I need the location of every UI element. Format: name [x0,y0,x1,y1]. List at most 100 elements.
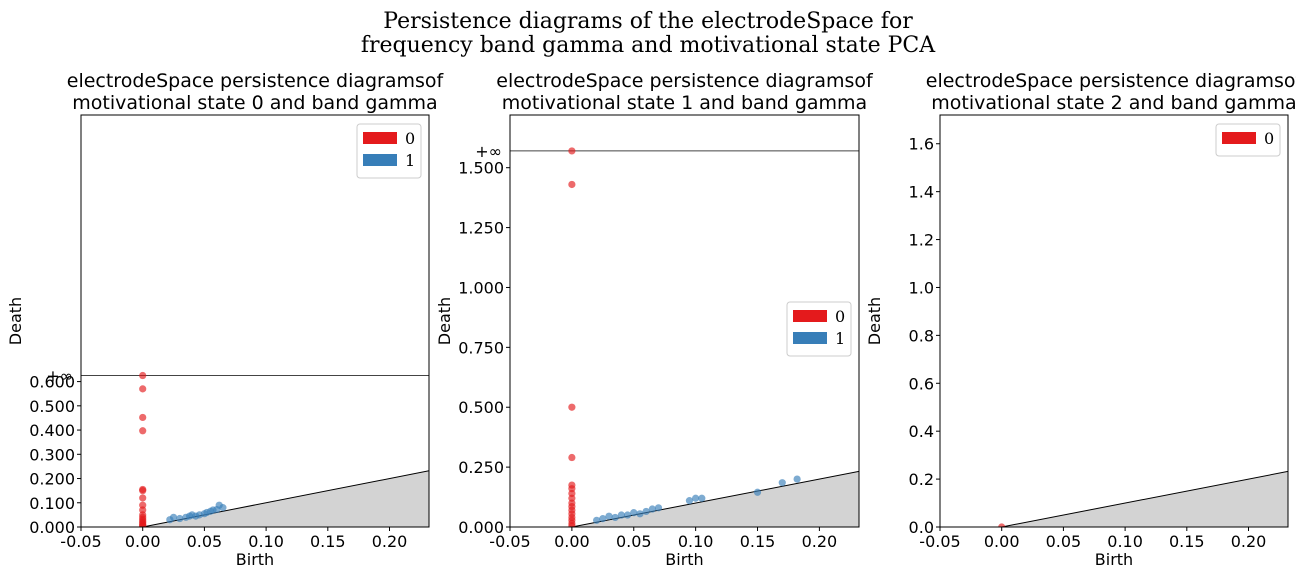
panel-1-series-0-point-1 [568,180,576,189]
panel-1-infinity-label: +∞ [475,142,502,161]
panel-1-series-1-point-4 [617,511,625,519]
panel-0-ytick-label-1: 0.100 [29,494,75,513]
panel-1-ylabel: Death [435,297,454,345]
panel-0-ytick-label-5: 0.500 [29,397,75,416]
panel-0-legend-swatch-0 [363,132,397,144]
panel-0-axes-frame [80,114,430,528]
panel-1-ytick-label-1: 0.250 [458,458,504,477]
panel-1-legend: 01 [786,301,852,357]
panel-2-ytick-label-5: 1.0 [909,278,934,297]
panel-2-ytick-label-1: 0.2 [909,470,934,489]
panel-0-ytick-label-0: 0.000 [29,518,75,537]
panel-1-series-1-point-11 [685,497,694,505]
panel-1-axes-frame [509,114,860,528]
panel-2-legend: 0 [1215,123,1281,157]
panel-2-ytick-label-7: 1.4 [909,183,934,202]
panel-1-xtick-label-1: 0.00 [554,532,590,551]
panel-1-series-1-point-8 [642,507,650,516]
panel-1-series-1-point-1 [599,515,607,523]
panel-1-legend-swatch-0 [793,310,827,322]
panel-1-xlabel: Birth [665,550,703,569]
panel-1-series-1-point-9 [648,505,656,513]
panel-0-ytick-label-2: 0.200 [29,470,75,489]
panel-1-series-1-point-5 [623,511,632,519]
panel-0-series-1-point-2 [176,514,184,523]
panel-2-diagonal [1001,470,1288,527]
panel-2: -0.05 0.00 0.05 0.10 0.15 0.20 0.0 0.2 0.4 0.6 0.8… [865,70,1296,569]
panel-0-infinity-label: +∞ [46,367,73,386]
panel-0-xtick-label-4: 0.15 [310,532,346,551]
panel-1-series-1-point-2 [605,512,613,520]
panel-0-legend: 01 [356,123,422,179]
panel-0-series-0-point-16 [139,522,147,527]
panel-2-xtick-label-4: 0.15 [1169,532,1205,551]
panel-0-xtick-label-1: 0.00 [125,532,161,551]
panel-2-ytick-label-3: 0.6 [909,374,934,393]
panel-2-ytick-label-6: 1.2 [909,231,934,250]
panel-1-legend-label-1: 1 [835,329,845,348]
panel-0-xtick-label-3: 0.10 [248,532,284,551]
panel-2-ytick-label-4: 0.8 [909,326,934,345]
panel-1-series-0-point-3 [568,453,576,462]
panel-1-ytick-label-3: 0.750 [458,338,504,357]
figure-suptitle-line-1: Persistence diagrams of the electrodeSpa… [383,9,913,34]
panel-1-series-1-point-6 [630,509,638,517]
panel-0-xtick-label-0: -0.05 [60,532,101,551]
panel-0-series-0-point-2 [139,413,147,422]
panel-1-ytick-label-0: 0.000 [458,518,504,537]
panel-1-ytick-label-2: 0.500 [458,398,504,417]
panel-2-xlabel: Birth [1095,550,1133,569]
panel-2-ylabel: Death [865,297,884,345]
panel-1-xtick-label-2: 0.05 [616,532,652,551]
panel-0-ytick-label-6: 0.600 [29,373,75,392]
panel-0-series-1-point-14 [219,504,227,512]
panel-1-title-line-1: electrodeSpace persistence diagramsof [496,70,874,92]
panel-1-ytick-label-4: 1.000 [458,278,504,297]
panel-0: +∞ -0.05 0.00 0.05 0.10 0.15 0.20 0.000 0.100 0.2… [6,70,445,569]
panel-1-xtick-label-3: 0.10 [678,532,714,551]
panel-1-series-0-point-15 [568,522,576,527]
panel-1-series-0-point-0 [568,147,576,155]
panel-2-legend-label-0: 0 [1264,129,1274,148]
panel-0-series-0-point-6 [139,494,147,502]
panel-0-ytick-label-4: 0.400 [29,421,75,440]
panel-1-series-1-point-7 [636,510,644,518]
panel-2-xtick-label-0: -0.05 [919,532,960,551]
figure-suptitle-line-2: frequency band gamma and motivational st… [361,33,936,58]
panel-0-ytick-label-3: 0.300 [29,445,75,464]
panel-2-legend-swatch-0 [1222,132,1256,144]
panel-2-xtick-label-2: 0.05 [1046,532,1082,551]
panel-0-series-0-point-0 [139,371,147,380]
panel-2-xtick-label-1: 0.00 [984,532,1020,551]
panel-2-ytick-label-2: 0.4 [909,422,934,441]
panel-0-xlabel: Birth [236,550,274,569]
panel-1-series-1-point-15 [778,479,786,487]
panel-1-series-1-point-3 [611,513,619,522]
panel-1-xtick-label-5: 0.20 [802,532,838,551]
panel-1-xtick-label-0: -0.05 [489,532,530,551]
panel-0-xtick-label-2: 0.05 [187,532,223,551]
panel-1-series-1-point-16 [793,475,801,483]
panel-1-xtick-label-4: 0.15 [740,532,776,551]
panel-0-ylabel: Death [6,297,25,345]
panel-2-ytick-label-8: 1.6 [909,135,934,154]
panel-0-series-0-point-1 [139,385,147,393]
panel-2-xtick-label-3: 0.10 [1107,532,1143,551]
panel-0-legend-label-0: 0 [405,129,415,148]
panel-2-ytick-label-0: 0.0 [909,518,934,537]
panel-1-ytick-label-6: 1.500 [458,159,504,178]
panel-2-axes-frame [939,114,1289,528]
panel-0-xtick-label-5: 0.20 [372,532,408,551]
panel-1-series-1-point-13 [698,494,706,502]
panel-1-title-line-2: motivational state 1 and band gamma [502,92,867,114]
panel-1-ytick-label-5: 1.250 [458,219,504,238]
panel-0-series-0-point-3 [139,427,147,435]
panel-1-series-1-point-10 [654,504,663,512]
panel-1-series-1-point-12 [692,494,700,502]
panel-0-series-0-point-5 [139,487,147,495]
panel-0-title-line-1: electrodeSpace persistence diagramsof [67,70,445,92]
panel-1-series-1-point-0 [593,516,601,524]
panel-1-legend-swatch-1 [793,332,827,344]
panel-0-series-1-point-1 [169,513,178,521]
panel-2-xtick-label-5: 0.20 [1231,532,1267,551]
